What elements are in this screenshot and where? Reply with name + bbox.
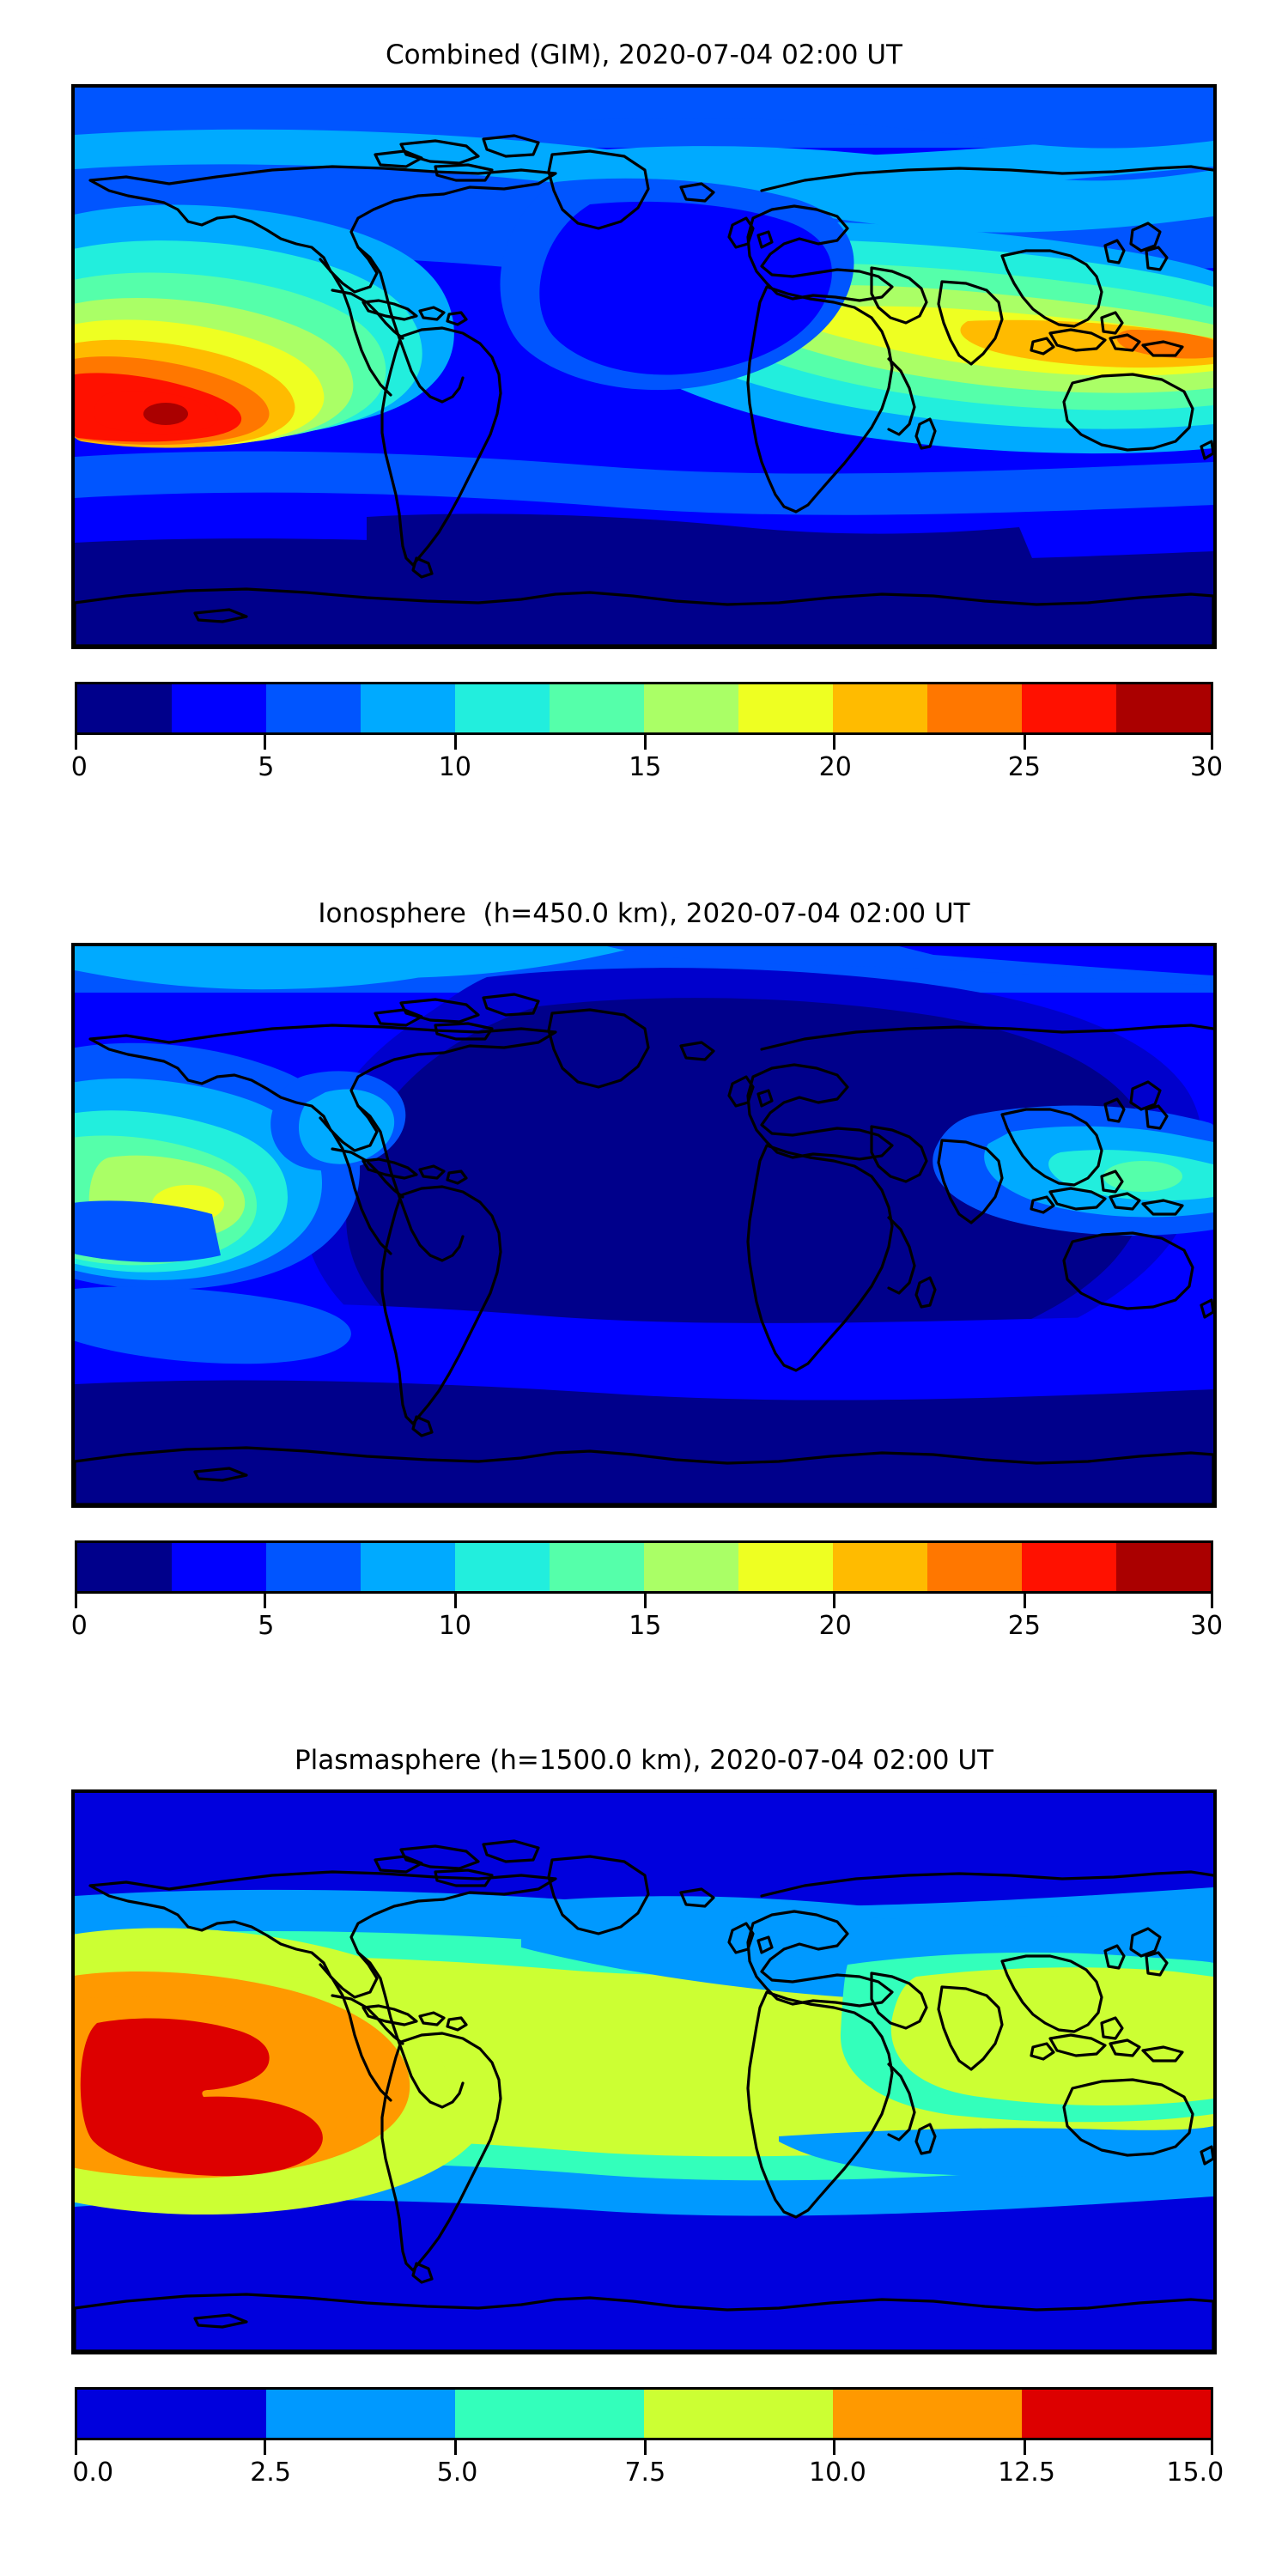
cbar-tick-label: 5 bbox=[258, 752, 275, 782]
cbar-band bbox=[833, 2390, 1022, 2438]
cbar-band bbox=[455, 1543, 550, 1591]
panel-ionosphere: Ionosphere (h=450.0 km), 2020-07-04 02:0… bbox=[0, 898, 1288, 1650]
colorbar-ticklabels-1: 0 5 10 15 20 25 30 bbox=[71, 752, 1223, 792]
cbar-band bbox=[738, 1543, 833, 1591]
cbar-band bbox=[77, 684, 172, 732]
panel-title-1: Combined (GIM), 2020-07-04 02:00 UT bbox=[386, 39, 902, 70]
colorbar-wrap-1: 0 5 10 15 20 25 30 bbox=[71, 682, 1223, 792]
colorbar-3 bbox=[75, 2387, 1213, 2440]
cbar-band bbox=[1116, 684, 1211, 732]
cbar-band bbox=[361, 684, 455, 732]
cbar-tick-label: 5 bbox=[258, 1611, 275, 1641]
cbar-tick-label: 5.0 bbox=[436, 2458, 478, 2488]
cbar-band bbox=[77, 1543, 172, 1591]
colorbar-2 bbox=[75, 1540, 1213, 1594]
cbar-tick-label: 15 bbox=[629, 1611, 662, 1641]
cbar-tick-label: 10 bbox=[438, 752, 471, 782]
cbar-tick-label: 15.0 bbox=[1166, 2458, 1224, 2488]
cbar-band bbox=[927, 1543, 1022, 1591]
colorbar-1 bbox=[75, 682, 1213, 735]
cbar-tick-label: 7.5 bbox=[624, 2458, 666, 2488]
cbar-band bbox=[266, 2390, 455, 2438]
map-combined-gim bbox=[71, 84, 1217, 649]
panel-title-3: Plasmasphere (h=1500.0 km), 2020-07-04 0… bbox=[294, 1745, 993, 1776]
panel-plasmasphere: Plasmasphere (h=1500.0 km), 2020-07-04 0… bbox=[0, 1745, 1288, 2497]
cbar-band bbox=[644, 684, 738, 732]
cbar-tick-label: 0 bbox=[70, 1611, 88, 1641]
cbar-tick-label: 0.0 bbox=[72, 2458, 114, 2488]
cbar-band bbox=[77, 2390, 266, 2438]
contour-field-3 bbox=[75, 1793, 1213, 2351]
cbar-band bbox=[738, 684, 833, 732]
colorbar-wrap-2: 0 5 10 15 20 25 30 bbox=[71, 1540, 1223, 1650]
cbar-tick-label: 10.0 bbox=[809, 2458, 866, 2488]
cbar-band bbox=[1116, 1543, 1211, 1591]
colorbar-ticklabels-3: 0.0 2.5 5.0 7.5 10.0 12.5 15.0 bbox=[72, 2458, 1224, 2497]
cbar-tick-label: 30 bbox=[1189, 1611, 1224, 1641]
cbar-tick-label: 20 bbox=[818, 752, 852, 782]
cbar-band bbox=[455, 684, 550, 732]
panel-title-2: Ionosphere (h=450.0 km), 2020-07-04 02:0… bbox=[318, 898, 970, 929]
cbar-band bbox=[1022, 2390, 1211, 2438]
map-svg-2 bbox=[75, 946, 1213, 1504]
cbar-band bbox=[644, 1543, 738, 1591]
map-ionosphere bbox=[71, 943, 1217, 1508]
cbar-band bbox=[172, 684, 266, 732]
cbar-tick-label: 20 bbox=[818, 1611, 852, 1641]
colorbar-ticks-2 bbox=[75, 1594, 1213, 1611]
cbar-band bbox=[266, 1543, 361, 1591]
cbar-band bbox=[644, 2390, 833, 2438]
colorbar-ticks-3 bbox=[75, 2440, 1213, 2458]
cbar-band bbox=[550, 1543, 644, 1591]
cbar-tick-label: 25 bbox=[1007, 752, 1041, 782]
cbar-tick-label: 10 bbox=[438, 1611, 471, 1641]
map-plasmasphere bbox=[71, 1789, 1217, 2354]
colorbar-ticklabels-2: 0 5 10 15 20 25 30 bbox=[71, 1611, 1223, 1650]
panel-combined-gim: Combined (GIM), 2020-07-04 02:00 UT bbox=[0, 39, 1288, 792]
cbar-tick-label: 15 bbox=[629, 752, 662, 782]
cbar-band bbox=[172, 1543, 266, 1591]
contour-field-2 bbox=[75, 946, 1213, 1504]
cbar-tick-label: 12.5 bbox=[998, 2458, 1055, 2488]
map-svg-1 bbox=[75, 88, 1213, 646]
cbar-tick-label: 25 bbox=[1007, 1611, 1041, 1641]
cbar-band bbox=[550, 684, 644, 732]
cbar-tick-label: 2.5 bbox=[250, 2458, 291, 2488]
cbar-band bbox=[833, 1543, 927, 1591]
cbar-band bbox=[1022, 1543, 1116, 1591]
colorbar-ticks-1 bbox=[75, 735, 1213, 752]
cbar-tick-label: 30 bbox=[1189, 752, 1224, 782]
cbar-band bbox=[266, 684, 361, 732]
colorbar-wrap-3: 0.0 2.5 5.0 7.5 10.0 12.5 15.0 bbox=[72, 2387, 1224, 2497]
cbar-band bbox=[455, 2390, 644, 2438]
cbar-band bbox=[1022, 684, 1116, 732]
cbar-band bbox=[361, 1543, 455, 1591]
map-svg-3 bbox=[75, 1793, 1213, 2351]
cbar-tick-label: 0 bbox=[70, 752, 88, 782]
cbar-band bbox=[927, 684, 1022, 732]
cbar-band bbox=[833, 684, 927, 732]
